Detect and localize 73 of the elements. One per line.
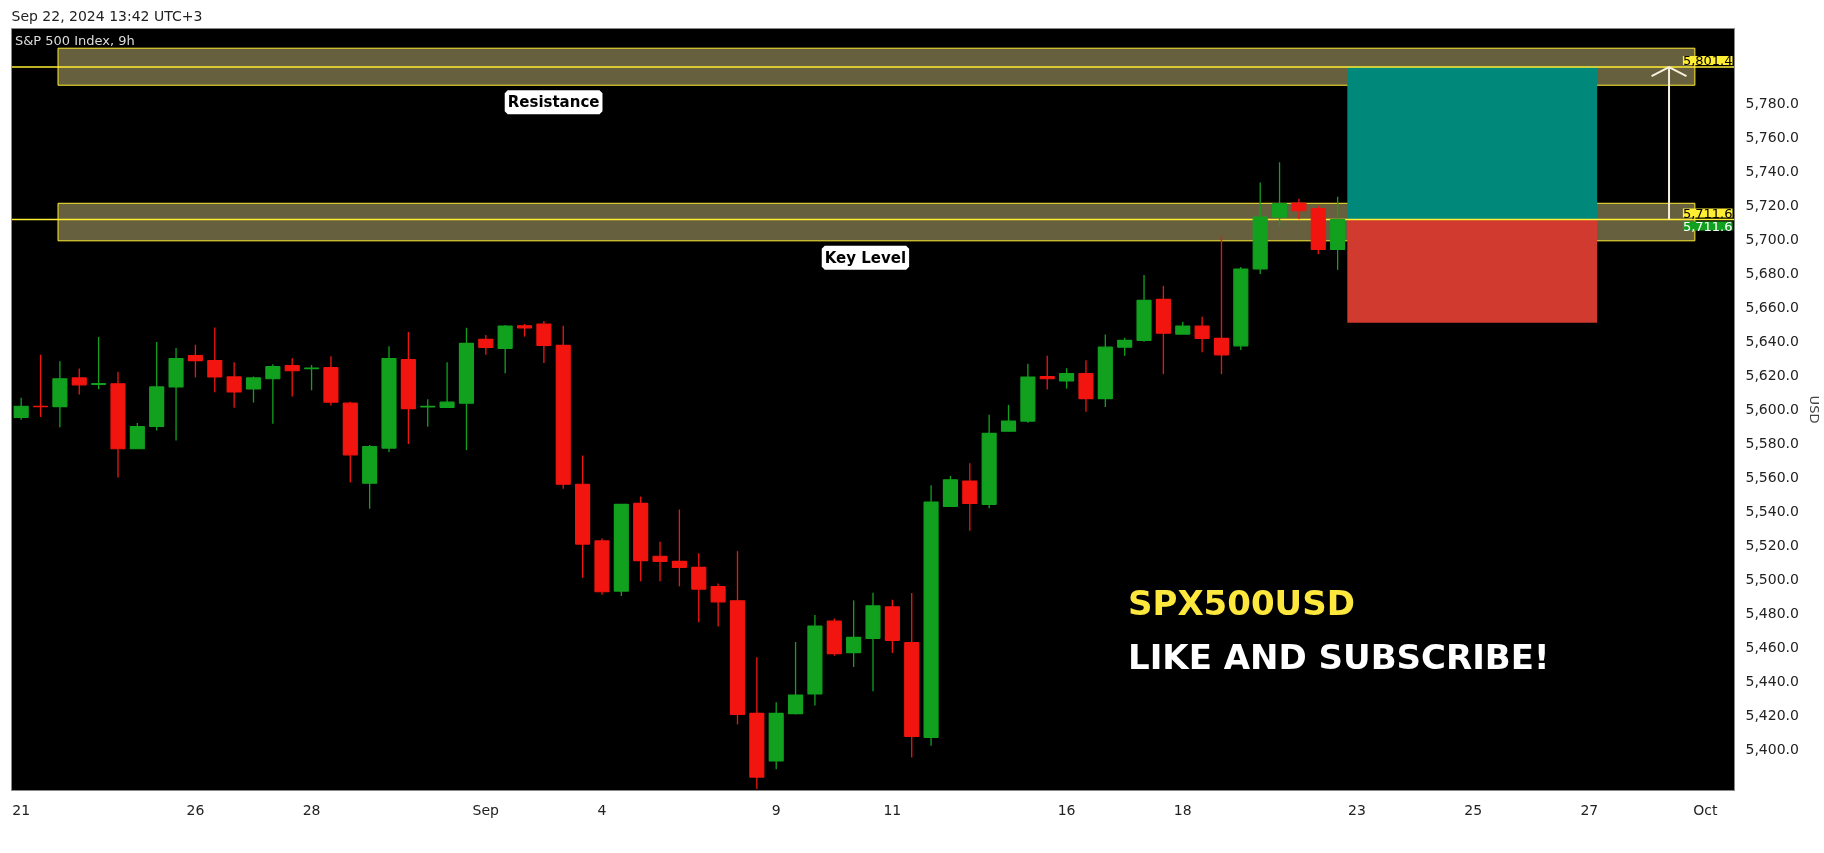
x-tick-label: 11: [883, 801, 902, 818]
candlestick: [439, 361, 455, 408]
x-tick-label: 27: [1580, 801, 1599, 818]
x-tick-label: 4: [597, 801, 607, 818]
y-tick-label: 5,700.0: [1745, 231, 1799, 248]
y-tick-label: 5,720.0: [1745, 197, 1799, 214]
candlestick: [1059, 367, 1075, 390]
y-tick-label: 5,780.0: [1745, 95, 1799, 112]
candlestick: [962, 462, 978, 532]
candlestick: [207, 326, 223, 393]
candlestick: [1039, 355, 1055, 391]
y-tick-label: 5,540.0: [1745, 503, 1799, 520]
candlestick: [304, 364, 320, 391]
x-tick-label: 23: [1348, 801, 1366, 818]
band-label: Resistance: [507, 93, 600, 112]
candlestick: [691, 552, 707, 623]
y-tick-label: 5,600.0: [1745, 401, 1799, 418]
candlestick: [71, 367, 87, 396]
x-tick-label: 21: [12, 801, 31, 818]
candlestick: [710, 582, 726, 628]
x-tick-label: 9: [771, 801, 781, 818]
x-tick-label: Sep: [472, 801, 500, 818]
candlestick: [284, 357, 300, 398]
band-label: Key Level: [824, 248, 907, 267]
chart-title: S&P 500 Index, 9h: [14, 32, 135, 48]
y-tick-label: 5,500.0: [1745, 571, 1799, 588]
y-tick-label: 5,560.0: [1745, 469, 1799, 486]
candlestick: [671, 508, 687, 587]
x-tick-label: 28: [302, 801, 321, 818]
ref-line-label: 5,801.4: [1682, 53, 1733, 69]
x-tick-label: Oct: [1693, 801, 1719, 818]
candlestick: [265, 363, 281, 425]
candlestick: [13, 397, 29, 421]
y-tick-label: 5,480.0: [1745, 604, 1799, 621]
annotation: SPX500USD: [1128, 583, 1355, 624]
y-tick-label: 5,740.0: [1745, 163, 1799, 180]
x-tick-label: 25: [1464, 801, 1483, 818]
candlestick: [129, 422, 145, 450]
chart-subtitle: Sep 22, 2024 13:42 UTC+3: [11, 7, 203, 24]
y-tick-label: 5,580.0: [1745, 435, 1799, 452]
y-tick-label: 5,620.0: [1745, 367, 1799, 384]
candlestick: [497, 324, 513, 374]
candlestick: [187, 344, 203, 379]
y-tick-label: 5,440.0: [1745, 672, 1799, 689]
candlestick: [91, 336, 107, 390]
x-tick-label: 16: [1057, 801, 1076, 818]
candlestick: [536, 320, 552, 364]
annotation: LIKE AND SUBSCRIBE!: [1128, 637, 1550, 678]
ref-line-label: 5,711.6: [1682, 205, 1733, 221]
x-tick-label: 18: [1173, 801, 1192, 818]
candlestick: [1000, 404, 1017, 432]
y-tick-label: 5,640.0: [1745, 333, 1799, 350]
annotation: 5,711.6: [1682, 218, 1733, 234]
candlestick: [1271, 161, 1288, 227]
candlestick: [652, 541, 668, 582]
y-tick-label: 5,520.0: [1745, 537, 1799, 554]
candlestick: [245, 375, 262, 404]
candlestick: [478, 334, 494, 356]
x-tick-label: 26: [186, 801, 205, 818]
y-tick-label: 5,680.0: [1745, 265, 1799, 282]
candlestick: [846, 599, 862, 668]
candlestick: [1194, 316, 1210, 353]
y-tick-label: 5,400.0: [1745, 740, 1799, 757]
y-axis-title: USD: [1806, 395, 1822, 424]
y-tick-label: 5,420.0: [1745, 706, 1799, 723]
candlestick: [420, 398, 436, 428]
candlestick: [787, 641, 804, 716]
y-tick-label: 5,460.0: [1745, 638, 1799, 655]
y-tick-label: 5,660.0: [1745, 299, 1799, 316]
y-tick-label: 5,760.0: [1745, 129, 1799, 146]
candlestick: [1291, 198, 1307, 220]
candlestick: [1213, 235, 1230, 375]
candlestick: [226, 361, 242, 409]
